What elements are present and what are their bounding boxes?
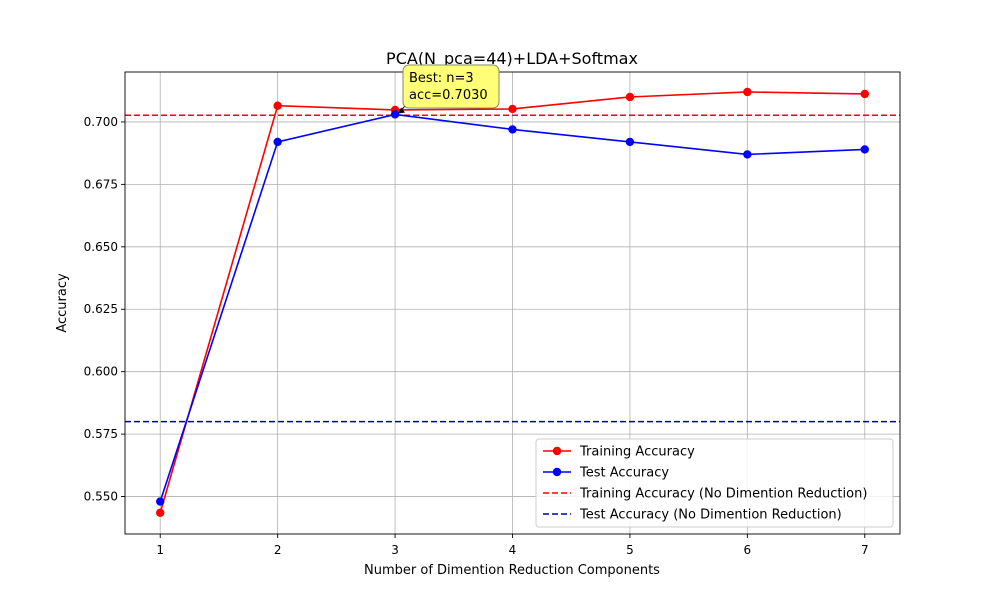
- legend-label: Training Accuracy (No Dimention Reductio…: [579, 487, 867, 502]
- annotation-text: Best: n=3: [409, 71, 474, 86]
- y-axis-label: Accuracy: [55, 273, 70, 333]
- x-tick-label: 6: [744, 543, 752, 557]
- data-point: [156, 497, 165, 506]
- chart-title: PCA(N_pca=44)+LDA+Softmax: [386, 49, 638, 69]
- x-tick-label: 2: [274, 543, 282, 557]
- data-point: [390, 110, 400, 119]
- data-point: [508, 125, 517, 134]
- y-tick-label: 0.625: [84, 302, 118, 316]
- legend-label: Test Accuracy (No Dimention Reduction): [579, 508, 842, 523]
- legend-marker: [552, 446, 562, 456]
- x-tick-label: 5: [626, 543, 634, 557]
- x-tick-label: 4: [509, 543, 517, 557]
- y-tick-label: 0.575: [84, 427, 118, 441]
- data-point: [860, 89, 869, 99]
- legend-label: Test Accuracy: [579, 466, 669, 481]
- legend: Training Accuracy Test Accuracy Training A…: [535, 438, 894, 528]
- annotation-arrowhead: [398, 107, 406, 114]
- x-tick-label: 3: [391, 543, 399, 557]
- data-point: [508, 104, 517, 114]
- annotation-box: [402, 64, 500, 109]
- annotation-text: acc=0.7030: [409, 88, 488, 103]
- data-point: [273, 137, 282, 147]
- legend-marker: [552, 467, 562, 477]
- data-point: [743, 87, 752, 97]
- y-tick-label: 0.675: [84, 177, 118, 191]
- legend-label: Training Accuracy: [579, 445, 695, 460]
- data-point: [625, 137, 635, 147]
- data-point: [743, 150, 752, 159]
- y-tick-label: 0.650: [84, 240, 118, 254]
- y-tick-label: 0.600: [84, 365, 118, 379]
- x-tick-label: 1: [156, 543, 164, 557]
- legend-frame: [535, 438, 894, 528]
- x-tick-label: 7: [861, 543, 869, 557]
- data-point: [625, 92, 635, 102]
- data-point: [156, 508, 165, 517]
- data-point: [273, 101, 282, 110]
- y-tick-label: 0.700: [84, 115, 118, 129]
- x-axis-label: Number of Dimention Reduction Components: [364, 563, 660, 578]
- y-tick-label: 0.550: [84, 490, 118, 504]
- plot-area: 1 2 3 4 5 6 7 0.550 0.575 0.600 0.625 0.650 0.675 0.7…: [84, 64, 901, 557]
- data-point: [860, 145, 869, 154]
